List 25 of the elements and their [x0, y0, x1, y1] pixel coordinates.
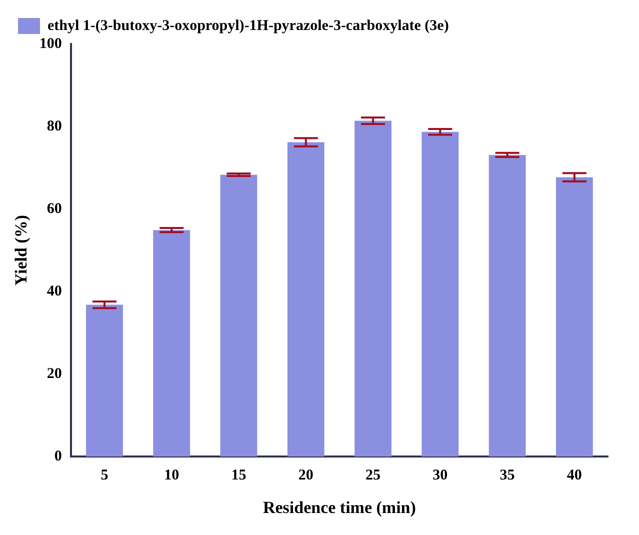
x-tick-label: 15 [231, 467, 246, 484]
y-tick-label: 60 [46, 200, 62, 217]
x-tick-label: 35 [500, 467, 515, 484]
y-axis-title: Yield (%) [12, 214, 31, 286]
bar [220, 174, 258, 457]
x-tick-label: 5 [100, 467, 108, 484]
y-tick-label: 100 [39, 36, 62, 52]
bar [354, 120, 392, 457]
bar [86, 304, 123, 457]
bar [153, 230, 190, 457]
x-tick-label: 40 [566, 467, 582, 484]
y-tick-label: 20 [46, 366, 62, 382]
legend-label: ethyl 1-(3-butoxy-3-oxopropyl)-1H-pyrazole-3-carboxylate (3e) [48, 18, 449, 34]
bar [287, 142, 324, 457]
y-tick-label: 80 [46, 118, 62, 134]
bar [556, 177, 593, 457]
y-tick-label: 0 [54, 448, 62, 464]
bar [488, 154, 526, 457]
y-tick-label: 40 [46, 283, 62, 300]
x-tick-label: 25 [366, 467, 381, 484]
bar [422, 132, 459, 457]
x-tick-label: 30 [432, 467, 448, 484]
x-tick-label: 10 [164, 467, 180, 484]
x-axis-title: Residence time (min) [262, 498, 416, 518]
x-tick-label: 20 [298, 467, 314, 484]
